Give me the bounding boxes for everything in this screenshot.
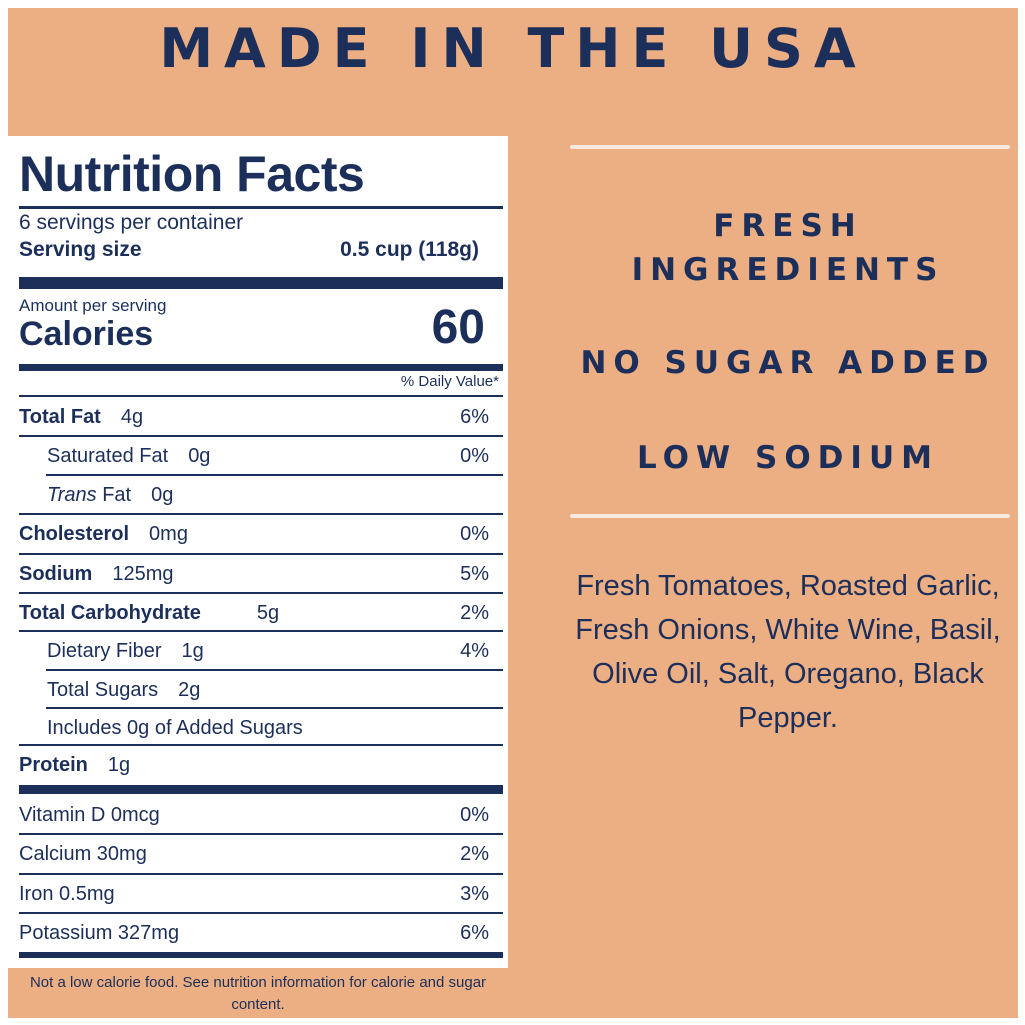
divider (19, 395, 503, 397)
divider (19, 833, 503, 835)
vitamin-name: Potassium 327mg (19, 922, 180, 944)
vitamin-row-vitamin-d: Vitamin D 0mcg 0% (19, 797, 489, 833)
thick-divider (19, 277, 503, 289)
nutrition-facts-panel: Nutrition Facts 6 servings per container… (8, 136, 508, 968)
divider (46, 474, 503, 476)
nutrient-name: Fat (102, 484, 132, 506)
medium-divider (19, 364, 503, 371)
vitamin-row-calcium: Calcium 30mg 2% (19, 836, 489, 872)
nutrient-name-italic: Trans (47, 484, 97, 506)
divider (19, 206, 503, 209)
divider (19, 435, 503, 437)
claim-ingredients: INGREDIENTS (631, 252, 945, 288)
nutrient-amount: 4g (120, 406, 144, 428)
nutrient-row-dietary-fiber: Dietary Fiber 1g 4% (19, 633, 489, 669)
amount-per-serving: Amount per serving (19, 296, 167, 315)
nutrient-amount: 2g (178, 679, 201, 701)
headline: MADE IN THE USA (159, 17, 867, 80)
nutrient-dv: 0% (460, 523, 489, 545)
product-banner: MADE IN THE USA Nutrition Facts 6 servin… (8, 8, 1018, 1018)
nutrient-row-total-fat: Total Fat 4g 6% (19, 399, 489, 435)
nutrient-dv: 4% (460, 640, 489, 662)
footnote: Not a low calorie food. See nutrition in… (29, 974, 487, 1013)
bottom-divider (19, 952, 503, 958)
divider (19, 553, 503, 555)
nutrient-name: Total Sugars (47, 679, 159, 701)
calories-value: 60 (431, 301, 485, 354)
ingredients-list: Fresh Tomatoes, Roasted Garlic, Fresh On… (575, 570, 1001, 734)
nutrient-amount: 1g (107, 754, 131, 776)
divider-top (570, 145, 1010, 149)
divider (19, 630, 503, 632)
nutrient-name: Sodium (19, 563, 93, 585)
claim-no-sugar-added: NO SUGAR ADDED (580, 345, 996, 381)
nutrient-name: Cholesterol (19, 523, 130, 545)
nutrient-name: Dietary Fiber (47, 640, 162, 662)
vitamin-row-potassium: Potassium 327mg 6% (19, 915, 489, 951)
vitamin-dv: 2% (460, 843, 489, 865)
nutrient-amount: 0mg (149, 523, 188, 545)
nutrient-amount: 0g (188, 445, 211, 467)
nutrient-dv: 2% (460, 602, 489, 624)
nutrition-facts-title: Nutrition Facts (19, 146, 365, 202)
vitamin-name: Calcium 30mg (19, 843, 147, 865)
serving-size-value: 0.5 cup (118g) (340, 238, 479, 261)
nutrient-amount: 1g (181, 640, 204, 662)
vitamin-name: Vitamin D 0mcg (19, 804, 160, 826)
nutrient-name: Saturated Fat (47, 445, 169, 467)
nutrient-row-trans-fat: Trans Fat 0g (19, 477, 489, 513)
claim-fresh: FRESH (713, 208, 863, 244)
nutrient-amount: 5g (256, 602, 280, 624)
vitamin-row-iron: Iron 0.5mg 3% (19, 876, 489, 912)
nutrient-row-saturated-fat: Saturated Fat 0g 0% (19, 438, 489, 474)
nutrient-dv: 6% (460, 406, 489, 428)
nutrient-name: Total Fat (19, 406, 101, 428)
nutrient-name: Total Carbohydrate (19, 602, 201, 624)
divider (19, 513, 503, 515)
divider-bottom (570, 514, 1010, 518)
serving-size-label: Serving size (19, 238, 142, 261)
vitamin-name: Iron 0.5mg (19, 883, 115, 905)
nutrient-amount: 125mg (112, 563, 174, 585)
nutrient-amount: 0g (151, 484, 174, 506)
nutrient-dv: 0% (460, 445, 489, 467)
divider (19, 744, 503, 746)
nutrient-row-total-carbohydrate: Total Carbohydrate 5g 2% (19, 595, 489, 631)
nutrient-dv: 5% (460, 563, 489, 585)
calories-label: Calories (19, 315, 154, 353)
nutrient-row-protein: Protein 1g (19, 747, 489, 783)
divider (46, 669, 503, 671)
divider (19, 873, 503, 875)
divider (46, 707, 503, 709)
divider (19, 592, 503, 594)
thick-divider (19, 785, 503, 794)
nutrient-row-sodium: Sodium 125mg 5% (19, 556, 489, 592)
nutrient-row-total-sugars: Total Sugars 2g (19, 672, 489, 708)
divider (19, 912, 503, 914)
nutrient-row-cholesterol: Cholesterol 0mg 0% (19, 516, 489, 552)
nutrient-name: Protein (19, 754, 88, 776)
daily-value-header: % Daily Value* (400, 373, 499, 390)
vitamin-dv: 0% (460, 804, 489, 826)
vitamin-dv: 6% (460, 922, 489, 944)
claim-low-sodium: LOW SODIUM (637, 440, 939, 476)
nutrient-name: Includes 0g of Added Sugars (47, 717, 303, 739)
nutrient-row-added-sugars: Includes 0g of Added Sugars (19, 710, 489, 746)
servings-per-container: 6 servings per container (19, 211, 244, 234)
vitamin-dv: 3% (460, 883, 489, 905)
